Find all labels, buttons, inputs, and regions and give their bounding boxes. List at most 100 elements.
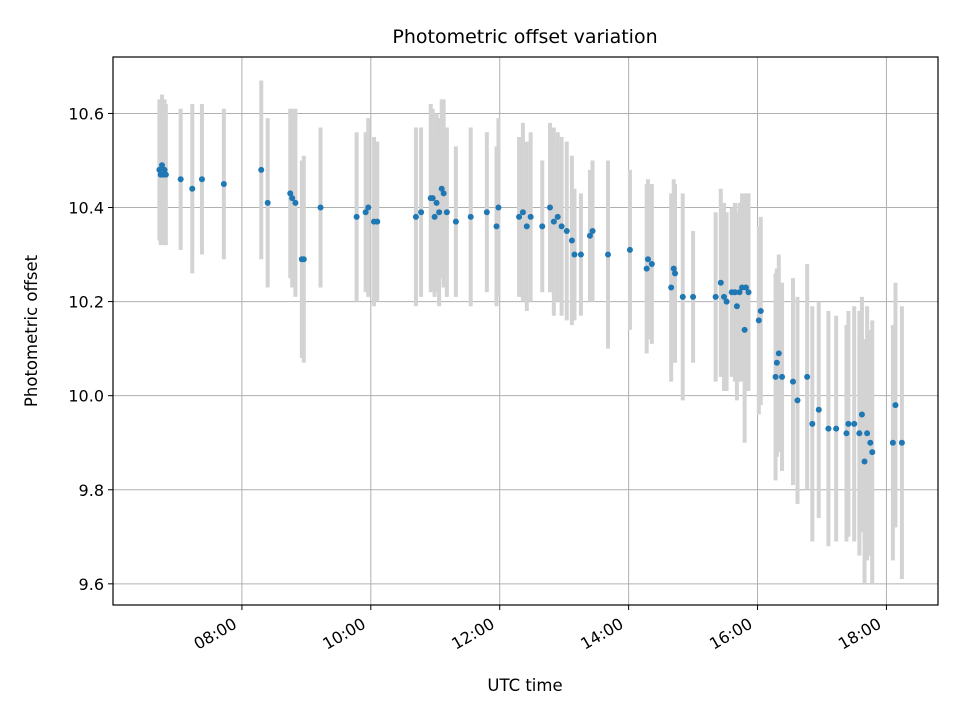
data-point — [429, 195, 436, 202]
data-point — [374, 218, 381, 225]
data-point — [809, 420, 816, 427]
data-point — [589, 228, 596, 235]
data-point — [856, 430, 863, 437]
data-point — [643, 265, 650, 272]
data-point — [162, 171, 169, 178]
data-point — [493, 223, 500, 230]
data-point — [156, 166, 163, 173]
y-tick-label: 10.6 — [68, 104, 104, 123]
y-tick-label: 9.6 — [79, 575, 104, 594]
data-point — [679, 293, 686, 300]
data-point — [794, 397, 801, 404]
data-point — [779, 373, 786, 380]
data-points — [156, 162, 905, 465]
data-point — [757, 308, 764, 315]
data-point — [672, 270, 679, 277]
data-point — [773, 359, 780, 366]
data-point — [527, 213, 534, 220]
data-point — [516, 213, 523, 220]
data-point — [495, 204, 502, 211]
data-point — [353, 213, 360, 220]
data-point — [745, 289, 752, 296]
y-tick-label: 10.4 — [68, 199, 104, 218]
data-point — [467, 213, 474, 220]
data-point — [362, 209, 369, 216]
data-point — [690, 293, 697, 300]
data-point — [452, 218, 459, 225]
data-point — [519, 209, 526, 216]
data-point — [789, 378, 796, 385]
y-tick-label: 10.0 — [68, 387, 104, 406]
data-point — [861, 458, 868, 465]
data-point — [892, 402, 899, 409]
data-point — [563, 228, 570, 235]
data-point — [851, 420, 858, 427]
data-point — [264, 199, 271, 206]
data-point — [539, 223, 546, 230]
data-point — [189, 185, 196, 192]
data-point — [292, 199, 299, 206]
data-point — [258, 166, 265, 173]
data-point — [833, 425, 840, 432]
data-point — [742, 284, 749, 291]
data-point — [626, 246, 633, 253]
data-point — [825, 425, 832, 432]
data-point — [869, 449, 876, 456]
data-point — [440, 190, 447, 197]
data-point — [731, 289, 738, 296]
data-point — [648, 260, 655, 267]
chart-title: Photometric offset variation — [392, 26, 657, 48]
data-point — [755, 317, 762, 324]
data-point — [300, 256, 307, 263]
data-point — [845, 420, 852, 427]
data-point — [289, 195, 296, 202]
data-point — [721, 293, 728, 300]
data-point — [571, 251, 578, 258]
data-point — [843, 430, 850, 437]
data-point — [867, 439, 874, 446]
data-point — [577, 251, 584, 258]
data-point — [436, 209, 443, 216]
data-point — [550, 218, 557, 225]
data-point — [775, 350, 782, 357]
data-point — [741, 326, 748, 333]
data-point — [723, 298, 730, 305]
plot-area-frame — [112, 56, 939, 606]
data-point — [772, 373, 779, 380]
data-point — [804, 373, 811, 380]
data-point — [161, 166, 168, 173]
data-point — [736, 289, 743, 296]
data-point — [431, 213, 438, 220]
data-point — [287, 190, 294, 197]
data-point — [733, 303, 740, 310]
data-point — [365, 204, 372, 211]
data-point — [177, 176, 184, 183]
y-tick-label: 9.8 — [79, 481, 104, 500]
data-point — [644, 256, 651, 263]
data-point — [483, 209, 490, 216]
data-point — [220, 181, 227, 188]
data-point — [554, 213, 561, 220]
data-point — [438, 185, 445, 192]
x-axis-title: UTC time — [487, 676, 562, 695]
y-tick-label: 10.2 — [68, 293, 104, 312]
data-point — [858, 411, 865, 418]
data-point — [717, 279, 724, 286]
y-axis-ticks: 9.6 9.8 10.0 10.2 10.4 10.6 — [68, 104, 113, 594]
data-point — [889, 439, 896, 446]
data-point — [568, 237, 575, 244]
y-axis-title: Photometric offset — [22, 254, 41, 407]
data-point — [864, 430, 871, 437]
data-point — [668, 284, 675, 291]
data-point — [558, 223, 565, 230]
data-point — [418, 209, 425, 216]
data-point — [198, 176, 205, 183]
data-point — [523, 223, 530, 230]
data-point — [546, 204, 553, 211]
data-point — [605, 251, 611, 258]
data-point — [670, 265, 677, 272]
data-point — [815, 406, 822, 413]
data-point — [412, 213, 419, 220]
